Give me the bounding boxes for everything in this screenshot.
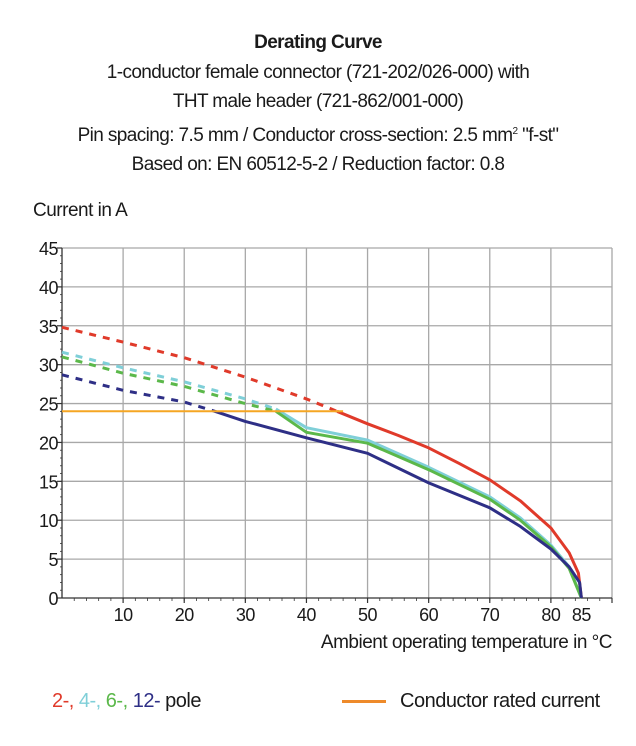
legend-pole-item: 2-, <box>52 690 74 712</box>
x-tick-label: 50 <box>358 605 378 625</box>
series-2-extrapolated-line <box>61 325 338 413</box>
chart-subtitle-2: THT male header (721-862/001-000) <box>172 91 464 112</box>
y-tick-label: 10 <box>39 511 59 531</box>
y-tick-label: 35 <box>39 317 59 337</box>
y-tick-label: 45 <box>39 239 59 259</box>
legend-pole-item: pole <box>160 690 201 712</box>
series-12-line <box>214 409 583 599</box>
y-tick-label: 15 <box>39 472 59 492</box>
y-tick-label: 25 <box>39 395 59 415</box>
chart-subtitle-4: Based on: EN 60512-5-2 / Reduction facto… <box>131 154 505 175</box>
y-axis-label: Current in A <box>33 200 128 221</box>
y-tick-label: 40 <box>39 278 59 298</box>
x-tick-label: 60 <box>419 605 439 625</box>
series-12-extrapolated-line <box>61 373 216 413</box>
chart-subtitle-1: 1-conductor female connector (721-202/02… <box>106 61 530 83</box>
x-tick-label: 85 <box>572 605 592 625</box>
x-axis-label: Ambient operating temperature in °C <box>320 632 613 653</box>
series-4-extrapolated-line <box>61 350 277 411</box>
x-tick-label: 30 <box>236 605 256 625</box>
legend-pole-item: 4-, <box>73 690 101 712</box>
legend-rated-line <box>342 700 386 703</box>
chart-title: Derating Curve <box>254 32 382 53</box>
legend-pole-item: 6-, <box>100 690 128 712</box>
subtitle-3-suffix: "f-st" <box>522 124 559 146</box>
series-6-extrapolated-line <box>61 355 277 413</box>
y-tick-label: 0 <box>48 589 58 609</box>
chart-titles: Derating Curve 1-conductor female connec… <box>0 28 636 180</box>
legend-pole-item: 12- <box>127 690 161 712</box>
legend-rated-current: Conductor rated current <box>342 690 600 713</box>
superscript: 2 <box>512 125 519 137</box>
x-tick-label: 80 <box>541 605 561 625</box>
x-tick-label: 10 <box>114 605 134 625</box>
y-tick-label: 30 <box>39 356 59 376</box>
x-tick-label: 70 <box>480 605 500 625</box>
legend-rated-label: Conductor rated current <box>400 690 600 712</box>
series-2-line <box>336 409 583 599</box>
legend-poles: 2-, 4-, 6-, 12- pole <box>52 690 201 713</box>
y-tick-label: 5 <box>48 550 58 570</box>
subtitle-3-text: Pin spacing: 7.5 mm / Conductor cross-se… <box>77 124 514 146</box>
x-tick-label: 20 <box>175 605 195 625</box>
y-tick-label: 20 <box>39 433 59 453</box>
chart-subtitle-3: Pin spacing: 7.5 mm / Conductor cross-se… <box>0 117 636 151</box>
x-tick-label: 40 <box>297 605 317 625</box>
